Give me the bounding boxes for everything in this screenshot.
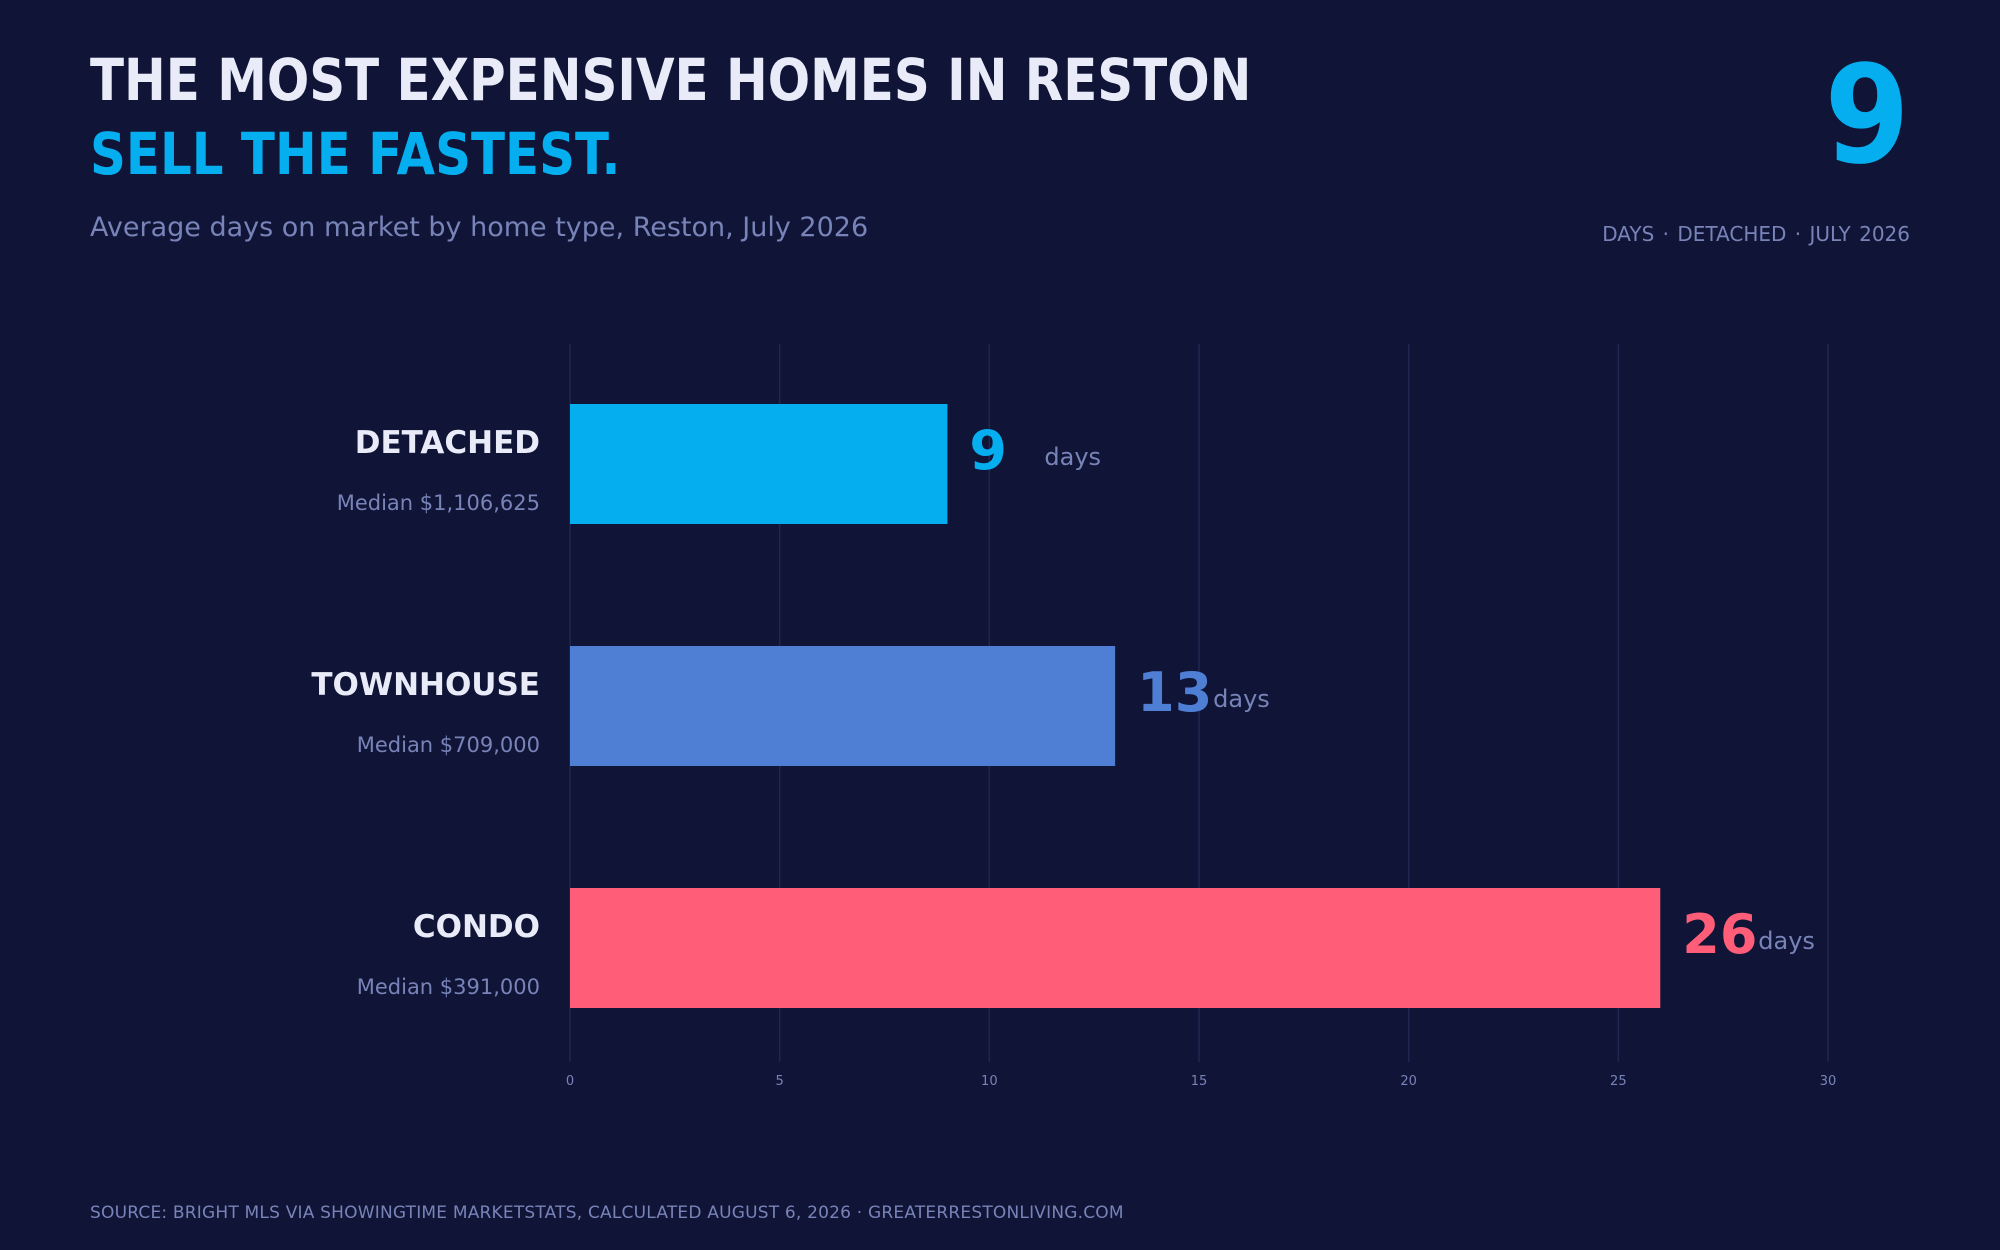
x-tick-label: 0: [566, 1074, 574, 1089]
chart-title-line1: THE MOST EXPENSIVE HOMES IN RESTON: [90, 46, 1252, 114]
category-label: DETACHED: [355, 425, 540, 461]
x-tick-label: 25: [1610, 1074, 1627, 1089]
value-label: 26: [1682, 903, 1757, 966]
x-tick-label: 10: [981, 1074, 998, 1089]
source-footer: SOURCE: BRIGHT MLS VIA SHOWINGTIME MARKE…: [90, 1203, 1124, 1223]
chart-title-line2: SELL THE FASTEST.: [90, 120, 621, 188]
x-tick-label: 30: [1820, 1074, 1837, 1089]
x-tick-label: 5: [776, 1074, 784, 1089]
category-sublabel: Median $709,000: [357, 733, 540, 757]
category-sublabel: Median $1,106,625: [337, 491, 540, 515]
value-unit-label: days: [1044, 443, 1101, 471]
bar: [570, 404, 948, 524]
value-label: 9: [969, 419, 1007, 482]
chart-subtitle: Average days on market by home type, Res…: [90, 212, 869, 243]
x-tick-label: 20: [1400, 1074, 1417, 1089]
category-label: TOWNHOUSE: [311, 667, 540, 703]
bar: [570, 646, 1116, 766]
value-unit-label: days: [1758, 927, 1815, 955]
highlight-value: 9: [1824, 37, 1910, 195]
category-label: CONDO: [413, 909, 540, 945]
category-sublabel: Median $391,000: [357, 975, 540, 999]
bar: [570, 888, 1661, 1008]
highlight-caption: DAYS · DETACHED · JULY 2026: [1602, 222, 1910, 246]
x-tick-label: 15: [1191, 1074, 1208, 1089]
value-label: 13: [1137, 661, 1212, 724]
value-unit-label: days: [1213, 685, 1270, 713]
